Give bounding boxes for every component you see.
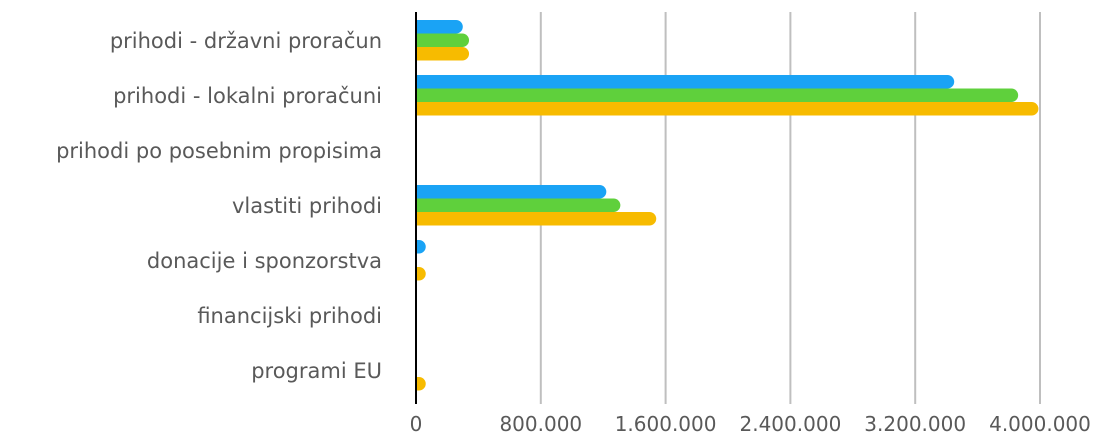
bar <box>416 102 1039 116</box>
category-label: vlastiti prihodi <box>232 194 382 218</box>
bar <box>416 20 463 34</box>
bar <box>416 198 621 212</box>
category-label: financijski prihodi <box>197 304 382 328</box>
bar <box>416 240 426 254</box>
category-label: programi EU <box>251 359 382 383</box>
category-label: donacije i sponzorstva <box>147 249 382 273</box>
x-tick-label: 3.200.000 <box>864 412 966 436</box>
bars <box>416 20 1039 391</box>
x-tick-labels: 0 800.000 1.600.000 2.400.000 3.200.000 4.000… <box>410 412 1091 436</box>
bar <box>416 185 607 199</box>
bar <box>416 267 426 281</box>
bar <box>416 75 955 89</box>
x-tick-label: 1.600.000 <box>615 412 717 436</box>
x-tick-label: 800.000 <box>499 412 582 436</box>
category-labels: prihodi - državni proračun prihodi - loka… <box>56 29 382 383</box>
bar <box>416 88 1019 102</box>
bar <box>416 377 426 391</box>
bar <box>416 33 470 47</box>
x-tick-label: 4.000.000 <box>989 412 1091 436</box>
category-label: prihodi - lokalni proračuni <box>113 84 382 108</box>
category-label: prihodi - državni proračun <box>110 29 382 53</box>
bar <box>416 212 657 226</box>
category-label: prihodi po posebnim propisima <box>56 139 382 163</box>
x-tick-label: 0 <box>410 412 423 436</box>
x-tick-label: 2.400.000 <box>740 412 842 436</box>
bar <box>416 47 470 61</box>
